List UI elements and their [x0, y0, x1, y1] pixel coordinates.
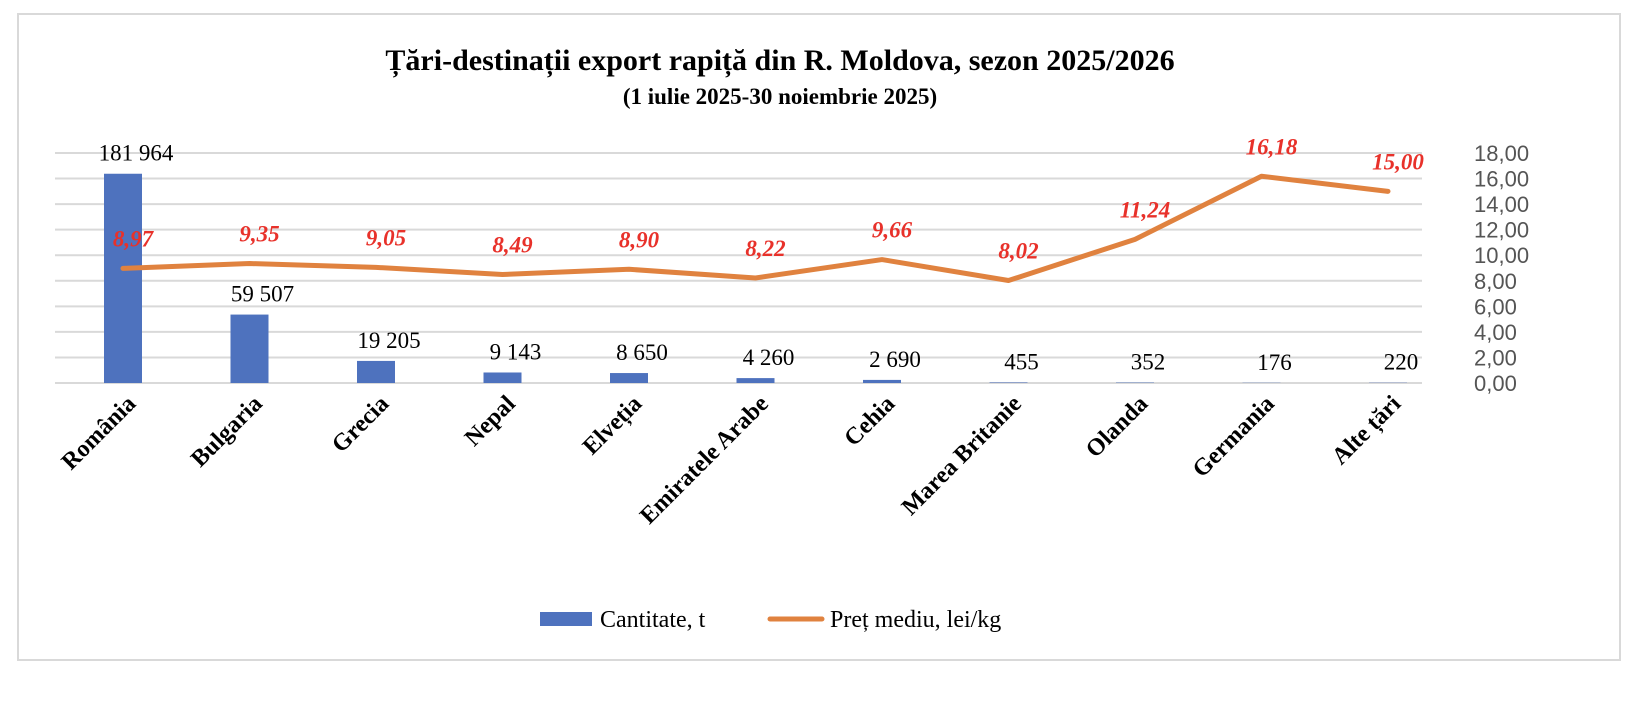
- bar-value-label: 9 143: [490, 339, 542, 364]
- line-value-label: 8,02: [998, 239, 1038, 264]
- right-axis-tick: 2,00: [1474, 345, 1517, 370]
- bar-value-label: 59 507: [231, 282, 294, 307]
- bar: [610, 373, 648, 383]
- bar: [863, 379, 901, 383]
- bar: [357, 360, 395, 383]
- legend-swatch-bar: [540, 612, 592, 626]
- bar-value-label: 4 260: [743, 345, 795, 370]
- right-axis-tick: 10,00: [1474, 243, 1529, 268]
- bar-value-label: 2 690: [869, 347, 921, 372]
- right-axis-tick: 18,00: [1474, 141, 1529, 166]
- line-value-label: 8,22: [745, 236, 785, 261]
- bar-value-label: 455: [1004, 349, 1039, 374]
- line-value-label: 8,97: [113, 226, 155, 251]
- line-value-label: 8,90: [619, 227, 660, 252]
- line-value-label: 11,24: [1120, 197, 1170, 222]
- bar: [104, 173, 142, 383]
- bar-value-label: 352: [1131, 350, 1166, 375]
- line-value-label: 9,66: [872, 218, 913, 243]
- right-axis-tick: 12,00: [1474, 218, 1529, 243]
- chart-title: Țări-destinații export rapiță din R. Mol…: [385, 44, 1174, 78]
- bar-value-label: 19 205: [357, 328, 420, 353]
- bar-value-label: 176: [1257, 350, 1292, 375]
- right-axis-tick: 16,00: [1474, 167, 1529, 192]
- legend-label-line: Preț mediu, lei/kg: [830, 607, 1001, 633]
- right-axis-tick: 6,00: [1474, 294, 1517, 319]
- right-axis-tick: 4,00: [1474, 320, 1517, 345]
- line-value-label: 8,49: [492, 233, 533, 258]
- legend-label-bar: Cantitate, t: [600, 607, 706, 633]
- right-axis-tick: 8,00: [1474, 269, 1517, 294]
- chart-border: [17, 13, 1621, 661]
- bar: [989, 382, 1028, 383]
- right-axis-tick: 0,00: [1474, 371, 1517, 396]
- chart-subtitle: (1 iulie 2025-30 noiembrie 2025): [623, 84, 937, 109]
- line-value-label: 9,35: [239, 222, 279, 247]
- legend: Cantitate, t Preț mediu, lei/kg: [540, 607, 1001, 633]
- line-value-label: 15,00: [1372, 149, 1424, 174]
- bar-value-label: 8 650: [616, 340, 668, 365]
- bar-value-label: 181 964: [99, 141, 174, 166]
- bar: [483, 372, 522, 383]
- right-axis-tick: 14,00: [1474, 192, 1529, 217]
- bar: [230, 314, 269, 383]
- line-value-label: 9,05: [366, 225, 406, 250]
- bar-value-label: 220: [1384, 350, 1419, 375]
- line-value-label: 16,18: [1246, 134, 1298, 159]
- bar: [736, 378, 775, 383]
